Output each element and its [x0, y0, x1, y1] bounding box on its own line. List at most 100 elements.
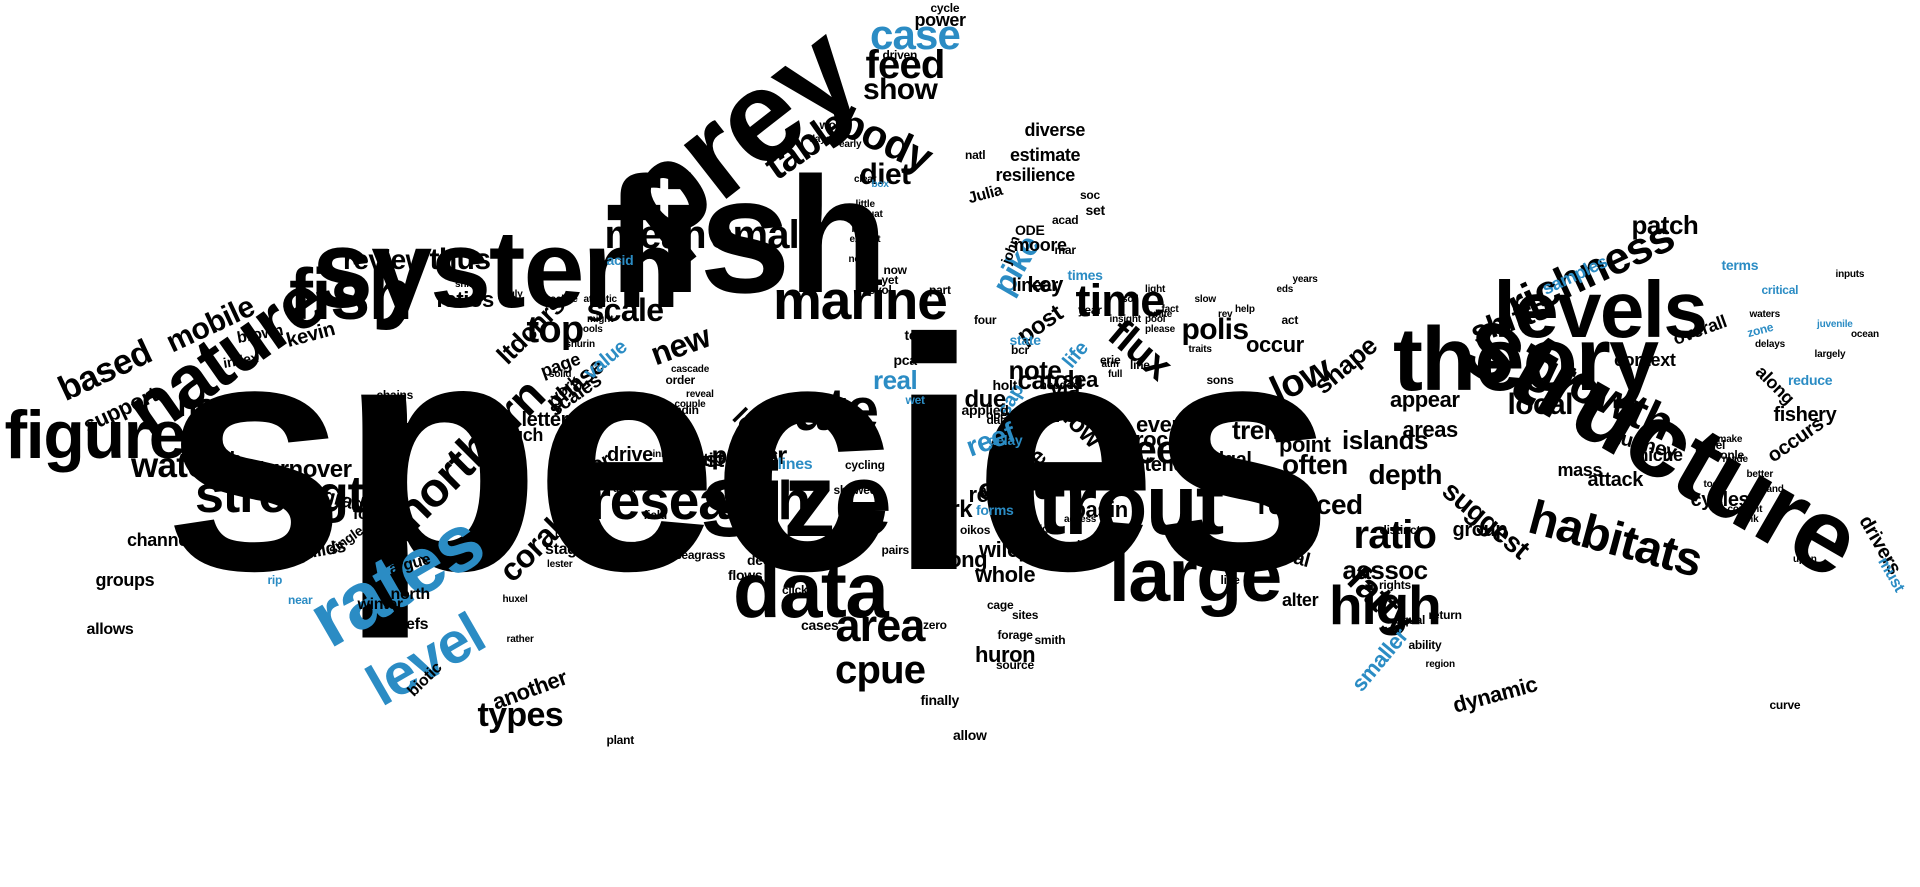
word-able: able [923, 333, 947, 347]
word-ratios: ratios [436, 287, 495, 312]
word-decline: decline [747, 552, 794, 568]
word-show: show [863, 73, 938, 106]
word-bsm: bsm [555, 529, 575, 540]
word-bay: bay [851, 224, 869, 235]
word-drive: drive [607, 444, 653, 466]
word-allows: allows [86, 621, 134, 638]
word-smith: smith [1034, 633, 1066, 647]
word-sea: sea [1062, 367, 1099, 392]
word-return: return [1428, 608, 1462, 622]
word-initial: initial [652, 449, 678, 460]
word-reefs: reefs [391, 616, 429, 633]
word-clear: clear [854, 174, 877, 185]
word-sites: sites [1012, 608, 1039, 622]
word-pool: pool [1145, 314, 1166, 325]
word-thus: thus [429, 243, 492, 276]
word-aquat: aquat [857, 209, 883, 220]
word-plant: plant [606, 733, 635, 747]
word-rate: rate [772, 376, 879, 443]
word-acid: acid [606, 252, 634, 268]
word-sons: sons [1206, 373, 1234, 387]
word-atlantic: atlantic [583, 294, 618, 305]
word-role: role [1054, 401, 1097, 428]
word-distinct: distinct [1379, 523, 1421, 537]
word-tonle: tonle [1716, 448, 1745, 462]
word-fixed: fixed [649, 474, 672, 485]
word-often: often [1282, 449, 1348, 480]
word-exist: exist [1249, 544, 1271, 555]
word-due: due [964, 386, 1007, 413]
word-atm: atm [1101, 359, 1119, 370]
word-panel: panel [1695, 438, 1726, 452]
word-ocean: ocean [1851, 329, 1879, 340]
word-power: power [914, 10, 967, 30]
word-mass: mass [1557, 460, 1603, 480]
word-channel: channel [127, 530, 193, 550]
word-inputs: inputs [1835, 269, 1865, 280]
word-flows: flows [728, 567, 763, 583]
word-much: much [496, 425, 544, 445]
word-chains: chains [376, 388, 414, 402]
word-point: point [1279, 432, 1331, 457]
word-reduced: reduced [1257, 489, 1364, 520]
word-curve: curve [1769, 698, 1801, 712]
word-via: via [1050, 377, 1081, 402]
word-exhibit: exhibit [849, 234, 881, 245]
word-fishery: fishery [1773, 404, 1837, 426]
word-eds: eds [1276, 284, 1294, 295]
word-year: year [1078, 303, 1102, 317]
word-arctic: arctic [677, 450, 723, 470]
word-little: little [855, 199, 876, 210]
word-traits: traits [1188, 344, 1212, 355]
word-act: act [1281, 313, 1299, 327]
word-state: state [1009, 332, 1042, 348]
word-theory: theory [1393, 310, 1659, 410]
word-set: set [1085, 202, 1106, 218]
word-acids: acids [1220, 464, 1290, 495]
word-data: data [733, 546, 889, 634]
word-occur: occur [1246, 332, 1304, 357]
word-please: please [1145, 324, 1175, 335]
word-author: author [979, 482, 1021, 498]
word-local: local [1507, 388, 1574, 421]
word-research: research [589, 468, 812, 531]
word-open: open [986, 408, 1014, 422]
word-lester: lester [547, 559, 573, 570]
word-tests: tests [904, 327, 937, 343]
word-appear: appear [1390, 387, 1460, 412]
word-seagrass: seagrass [675, 548, 726, 562]
word-whole: whole [975, 562, 1036, 587]
word-alter: alter [1282, 590, 1319, 610]
word-fish: fish [605, 142, 888, 327]
word-help: help [1235, 304, 1255, 315]
word-ability: ability [1408, 638, 1442, 652]
word-rights: rights [1379, 578, 1411, 592]
word-allow: allow [953, 727, 987, 743]
word-days: days [809, 134, 831, 145]
word-pauly: pauly [497, 289, 523, 300]
word-algal: algal [1208, 449, 1252, 471]
word-resilience: resilience [995, 165, 1076, 185]
word-click: click [782, 583, 808, 597]
word-attack: attack [1587, 469, 1644, 491]
word-host: host [177, 387, 244, 423]
word-strength: strength [195, 466, 396, 524]
word-feed: feed [865, 43, 946, 87]
word-now: now [883, 263, 908, 277]
word-better: better [1746, 469, 1774, 480]
word-recent: recent [968, 482, 1033, 507]
word-applied: applied [961, 402, 1009, 418]
word-estimate: estimate [1010, 145, 1081, 165]
word-juvenile: juvenile [1817, 319, 1853, 330]
word-pairs: pairs [881, 543, 910, 557]
word-niche: niche [1637, 445, 1684, 465]
word-tend: tend [1144, 454, 1186, 476]
word-upon: upon [1793, 554, 1817, 565]
word-doi: doi [919, 447, 951, 472]
word-perch: perch [189, 449, 242, 471]
word-press: press [711, 440, 779, 470]
word-least: least [1077, 538, 1104, 552]
word-species: species [162, 270, 1334, 639]
word-early: early [839, 139, 862, 150]
